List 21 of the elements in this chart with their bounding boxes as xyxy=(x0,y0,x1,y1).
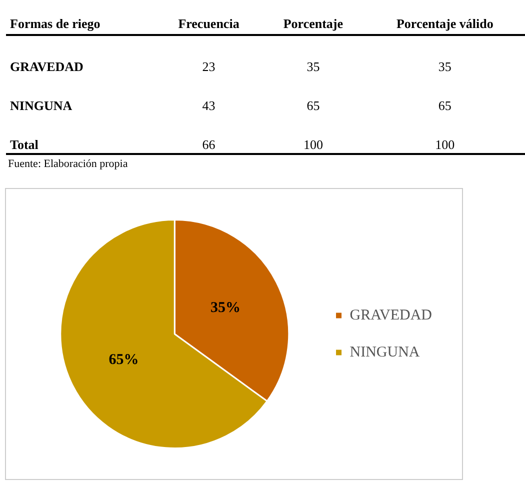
data-label: 65% xyxy=(108,352,139,368)
data-label: 66 xyxy=(156,114,262,154)
text: Porcentaje válido xyxy=(364,0,525,35)
data-label: 43 xyxy=(201,97,216,114)
category-label: GRAVEDAD xyxy=(9,58,84,75)
data-label: 23 xyxy=(201,58,216,75)
text: Porcentaje xyxy=(262,0,365,35)
data-label: 35 xyxy=(437,58,452,75)
text: Frecuencia xyxy=(156,0,262,35)
data-label: 65 xyxy=(306,97,321,114)
data-label: 100 xyxy=(364,114,525,154)
data-label: 35% xyxy=(210,300,241,316)
category-label: NINGUNA xyxy=(9,97,74,114)
data-label: 65 xyxy=(437,97,452,114)
data-label: 100 xyxy=(262,114,365,154)
legend-label: NINGUNA xyxy=(350,344,420,360)
data-label: 35 xyxy=(306,58,321,75)
source-note: Fuente: Elaboración propia xyxy=(8,158,129,170)
legend-label: GRAVEDAD xyxy=(350,307,432,324)
text: Formas de riego xyxy=(6,0,156,35)
category-label: Total xyxy=(6,114,156,154)
